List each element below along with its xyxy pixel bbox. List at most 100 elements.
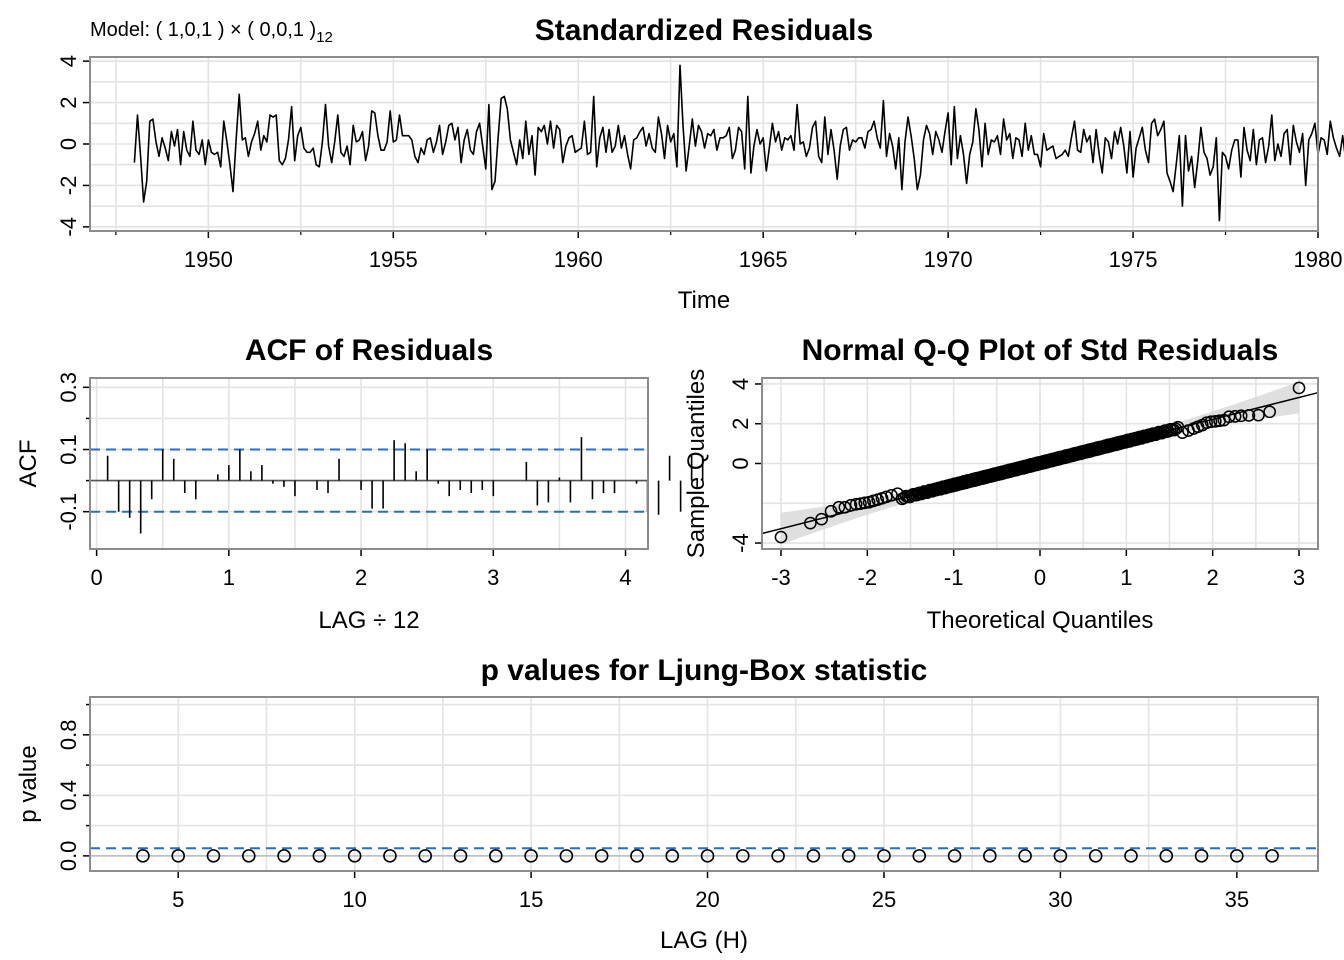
std-resid-series-line	[133, 64, 1344, 222]
qq-point	[1208, 414, 1222, 428]
qq-x-axis-label: Theoretical Quantiles	[927, 607, 1154, 634]
std_resid-axes	[83, 60, 1319, 238]
model-label-main: Model: ( 1,0,1 ) × ( 0,0,1 )	[90, 19, 316, 41]
std_resid-y-tick-label: -2	[56, 176, 81, 196]
ljung-point	[806, 849, 821, 863]
qq-point	[1252, 408, 1265, 422]
qq-point	[885, 488, 898, 502]
qq-point	[879, 490, 893, 504]
acf-x-tick-label: 3	[487, 565, 499, 590]
ljung_box-x-tick-label: 30	[1048, 887, 1072, 912]
qq-point	[803, 516, 817, 530]
qq-x-tick-label: 3	[1293, 565, 1305, 590]
ljung-point	[347, 849, 362, 863]
ljung-point	[1088, 849, 1103, 863]
ljung_box-x-tick-label: 25	[872, 887, 896, 912]
qq-x-tick-label: -1	[944, 565, 964, 590]
ljung-point	[489, 849, 503, 863]
acf-x-tick-label: 0	[90, 565, 102, 590]
ljung_box-x-tick-label: 20	[695, 887, 719, 912]
qq-y-tick-label: 0	[728, 457, 753, 469]
std_resid-title: Standardized Residuals	[535, 14, 873, 47]
ljung-point	[206, 849, 221, 863]
model-label: Model: ( 1,0,1 ) × ( 0,0,1 )12	[90, 19, 333, 46]
qq-y-axis-label: Sample Quantiles	[683, 369, 710, 558]
qq-point	[854, 497, 867, 511]
ljung_box-x-tick-label: 35	[1225, 887, 1249, 912]
ljung_box-panel: 5 10 15 20 25 30 35 0.0 0.4 0.8 p values for Ljung…	[15, 654, 1319, 954]
ljung-point	[312, 849, 327, 863]
qq-point	[1263, 405, 1277, 419]
ljung-point	[983, 849, 997, 863]
ljung_box-x-axis-label: LAG (H)	[660, 927, 748, 954]
qq-point	[774, 530, 788, 544]
qq-y-tick-label: -4	[728, 533, 753, 553]
std_resid-x-tick-label: 1955	[369, 247, 418, 272]
std_resid-x-tick-label: 1970	[924, 247, 973, 272]
qq-x-tick-label: 1	[1120, 565, 1132, 590]
ljung_box-y-axis-label: p value	[15, 745, 42, 822]
std_resid-y-tick-label: 2	[56, 96, 81, 108]
ljung-point	[524, 849, 538, 863]
qq-x-tick-label: -3	[771, 565, 791, 590]
ljung_box-y-tick-label: 0.4	[56, 780, 81, 811]
std_resid-x-axis-label: Time	[678, 287, 730, 314]
qq-point	[1242, 409, 1256, 422]
ljung_box-x-tick-label: 15	[519, 887, 543, 912]
std_resid-x-tick-label: 1965	[739, 247, 788, 272]
qq-x-tick-label: 0	[1034, 565, 1046, 590]
ljung-point	[241, 849, 256, 863]
acf-panel: 0 1 2 3 4 -0.1 0.1 0.3 ACF of Residuals LAG ÷ 12 A…	[15, 334, 704, 634]
ljung_box-frame	[89, 696, 1319, 872]
ljung-point	[277, 849, 291, 863]
ljung-point	[383, 849, 397, 863]
qq-point	[1234, 409, 1248, 423]
acf-y-tick-label: -0.1	[56, 493, 81, 531]
ljung_box-plot-area	[90, 697, 1318, 871]
qq-point	[1228, 410, 1242, 423]
model-label-subscript: 12	[316, 29, 333, 46]
std_resid-y-tick-label: 4	[56, 55, 81, 67]
std_resid-frame	[89, 56, 1319, 232]
ljung-point	[136, 849, 150, 863]
qq-point	[858, 496, 872, 510]
ljung-point	[736, 849, 750, 863]
std_resid-x-tick-label: 1950	[184, 247, 233, 272]
qq-title: Normal Q-Q Plot of Std Residuals	[802, 334, 1279, 367]
qq-point	[815, 512, 828, 526]
acf-x-axis-label: LAG ÷ 12	[318, 607, 419, 634]
qq-panel: -3 -2 -1 0 1 2 3 -4 0 2 4 Normal Q-Q Plot of Std Re…	[683, 334, 1319, 634]
qq-point	[838, 500, 852, 514]
qq-point	[1292, 381, 1306, 395]
ljung-point	[1018, 849, 1032, 863]
ljung_box-y-tick-label: 0.0	[56, 841, 81, 872]
ljung-point	[947, 849, 962, 863]
ljung-point	[418, 849, 433, 863]
qq-x-tick-label: 2	[1207, 565, 1219, 590]
acf-title: ACF of Residuals	[245, 334, 493, 367]
qq-x-tick-label: -2	[858, 565, 878, 590]
ljung-point	[453, 849, 468, 863]
qq-point	[844, 498, 858, 512]
qq-y-tick-label: 4	[728, 378, 753, 390]
std_resid-x-tick-label: 1980	[1294, 247, 1343, 272]
std_resid-x-tick-label: 1975	[1109, 247, 1158, 272]
ljung-point	[912, 849, 927, 863]
ljung-point	[841, 849, 856, 863]
qq-y-tick-label: 2	[728, 418, 753, 430]
std_resid-panel: 1950 1955 1960 1965 1970 1975 1980 -4 -2 0 2 4 Stand…	[56, 14, 1344, 314]
ljung-point	[771, 849, 785, 863]
ljung-point	[1124, 849, 1138, 863]
std_resid-y-tick-label: -4	[56, 217, 81, 237]
qq-point	[824, 504, 838, 518]
acf-x-tick-label: 4	[619, 565, 631, 590]
qq-point	[1222, 410, 1236, 424]
std_resid-x-tick-label: 1960	[554, 247, 603, 272]
qq-axes	[755, 383, 1300, 556]
acf-y-tick-label: 0.3	[56, 372, 81, 403]
std_resid-grid	[90, 57, 1318, 231]
qq-point	[891, 487, 904, 501]
ljung_box-title: p values for Ljung-Box statistic	[481, 654, 928, 687]
acf-x-tick-label: 1	[223, 565, 235, 590]
